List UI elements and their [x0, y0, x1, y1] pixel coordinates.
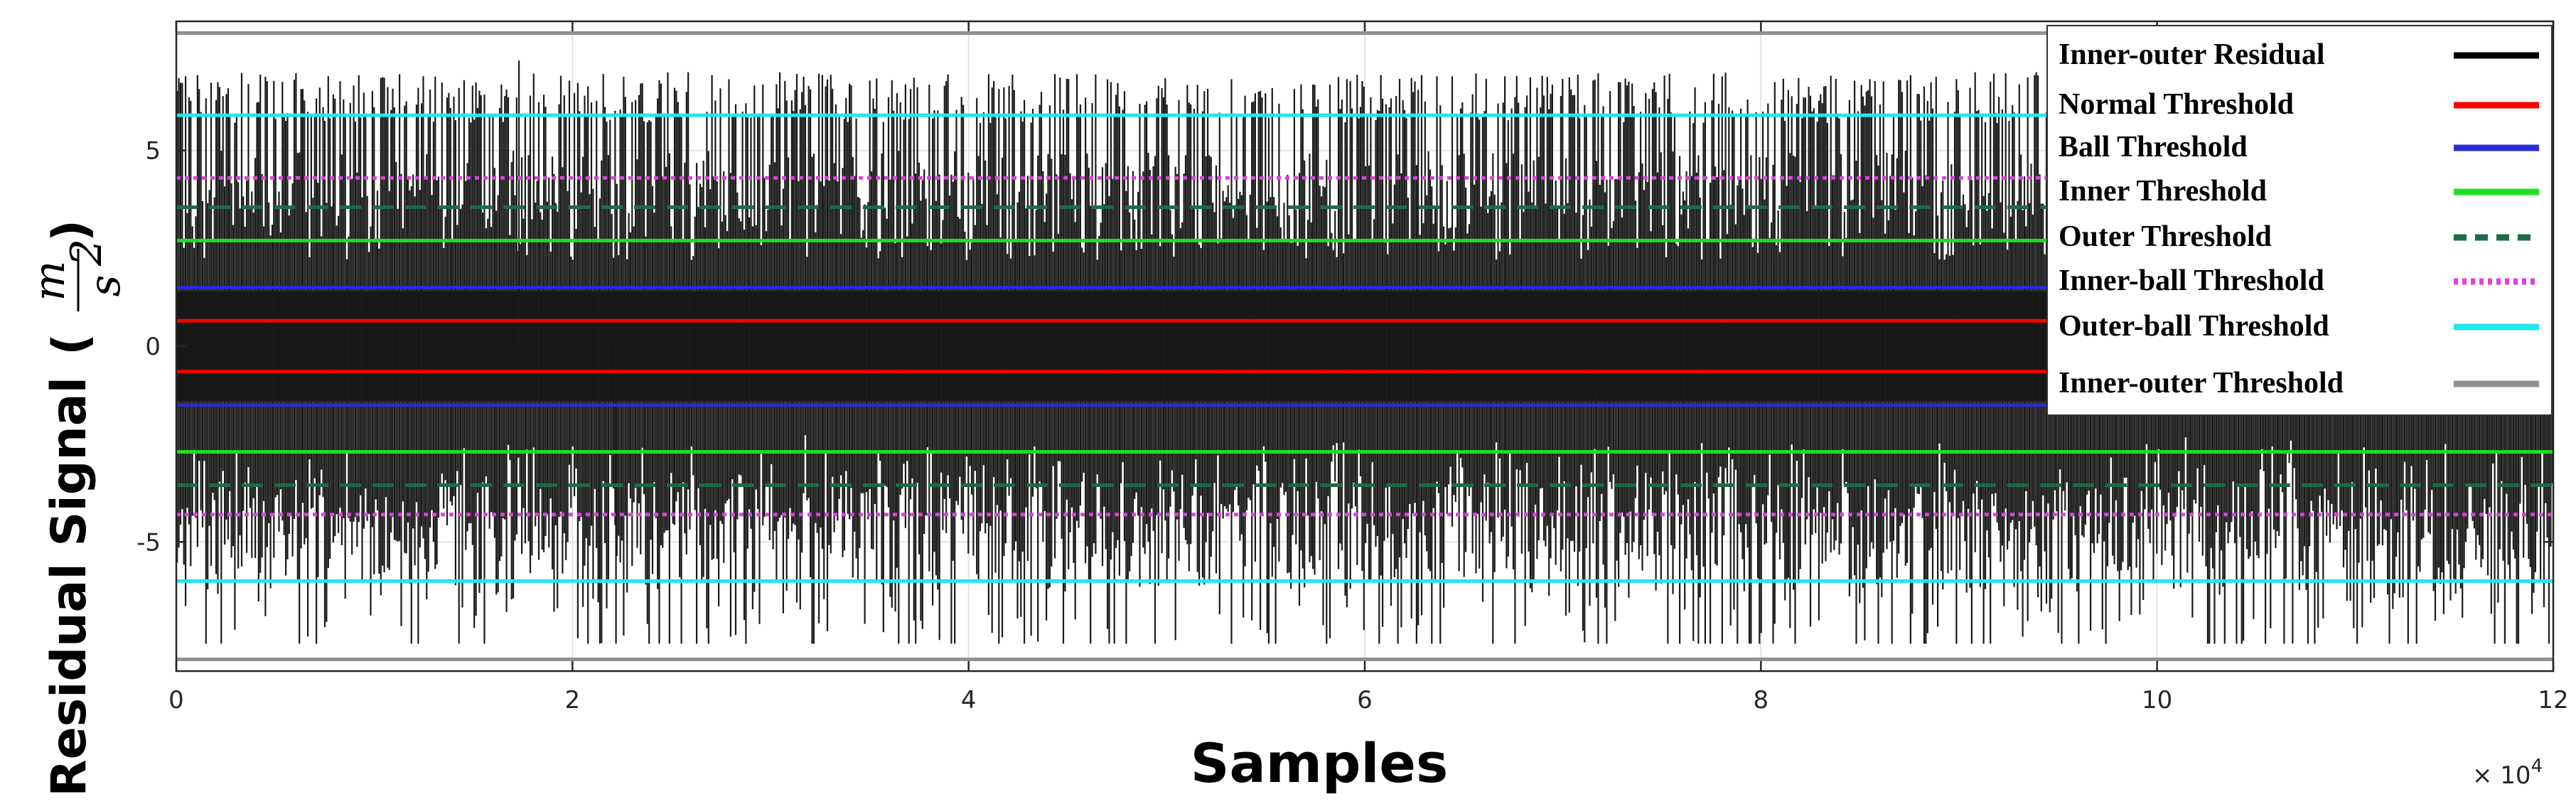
y-unit-denominator: s	[80, 275, 130, 297]
axes-box	[175, 20, 2555, 673]
x-multiplier: × 104	[2472, 756, 2543, 790]
y-tick-label: 0	[145, 333, 161, 361]
legend-entry-label: Inner-outer Threshold	[2059, 367, 2344, 400]
legend-entry-label: Outer Threshold	[2059, 220, 2272, 253]
legend-entry-label: Normal Threshold	[2059, 88, 2294, 121]
y-unit-exponent: 2	[62, 239, 112, 267]
y-tick-label: 5	[145, 137, 161, 166]
legend-entry-label: Outer-ball Threshold	[2059, 310, 2329, 343]
y-axis-label: Residual Signal	[41, 377, 97, 797]
x-tick-label: 0	[168, 686, 184, 714]
legend-entry-label: Ball Threshold	[2059, 131, 2248, 164]
y-unit-paren-open: (	[43, 333, 99, 355]
x-multiplier-exponent: 4	[2531, 756, 2543, 777]
x-axis-label: Samples	[1191, 732, 1448, 795]
x-tick-label: 8	[1754, 686, 1769, 714]
x-multiplier-base: × 10	[2472, 761, 2531, 790]
legend-box	[2046, 25, 2553, 416]
y-unit-numerator: m	[25, 261, 75, 301]
x-tick-label: 4	[961, 686, 977, 714]
axis-ticks: 0 2 4 6 8 10 12 -5 0 5	[136, 21, 2569, 714]
legend-entry-label: Inner Threshold	[2059, 175, 2267, 208]
x-tick-label: 10	[2142, 686, 2172, 714]
y-unit-paren-close: )	[43, 220, 99, 242]
legend: Inner-outer Residual Normal Threshold Ball…	[2046, 25, 2553, 416]
x-tick-label: 2	[565, 686, 581, 714]
legend-entry-label: Inner-ball Threshold	[2059, 264, 2324, 297]
y-axis-label-group: Residual Signal ( m s 2 )	[25, 220, 130, 797]
x-tick-label: 6	[1357, 686, 1373, 714]
y-tick-label: -5	[136, 528, 161, 557]
legend-entry-label: Inner-outer Residual	[2059, 38, 2325, 71]
x-tick-label: 12	[2538, 686, 2568, 714]
